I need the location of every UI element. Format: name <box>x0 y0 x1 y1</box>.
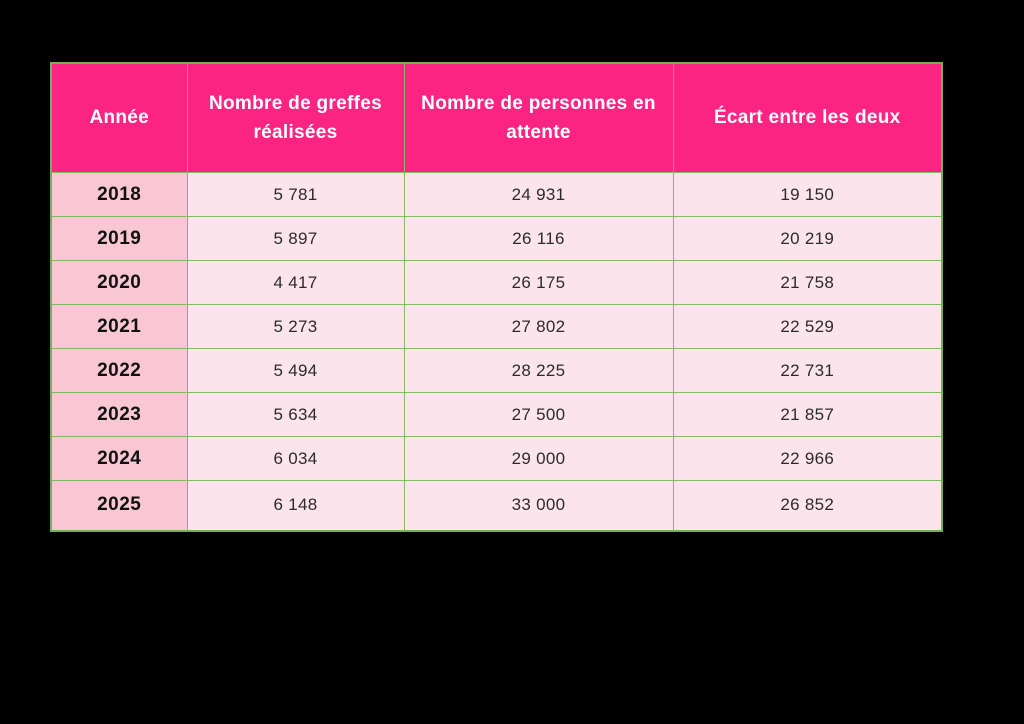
year-cell: 2021 <box>50 304 188 349</box>
year-cell: 2020 <box>50 260 188 305</box>
year-cell: 2018 <box>50 172 188 217</box>
greffes-value-cell: 5 897 <box>186 216 405 261</box>
column-header-personnes-attente: Nombre de personnes en attente <box>403 62 674 173</box>
attente-value-cell: 26 116 <box>403 216 674 261</box>
attente-value-cell: 26 175 <box>403 260 674 305</box>
table-row: 2025 6 148 33 000 26 852 <box>50 480 943 531</box>
attente-value-cell: 27 802 <box>403 304 674 349</box>
ecart-value-cell: 21 758 <box>672 260 943 305</box>
table-row: 2021 5 273 27 802 22 529 <box>50 304 943 349</box>
ecart-value-cell: 19 150 <box>672 172 943 217</box>
column-header-ecart: Écart entre les deux <box>672 62 943 173</box>
table-row: 2022 5 494 28 225 22 731 <box>50 348 943 393</box>
attente-value-cell: 27 500 <box>403 392 674 437</box>
header-row: Année Nombre de greffes réalisées Nombre… <box>50 62 943 173</box>
greffes-value-cell: 6 034 <box>186 436 405 481</box>
table-row: 2019 5 897 26 116 20 219 <box>50 216 943 261</box>
attente-value-cell: 24 931 <box>403 172 674 217</box>
attente-value-cell: 33 000 <box>403 480 674 531</box>
table-row: 2020 4 417 26 175 21 758 <box>50 260 943 305</box>
year-cell: 2025 <box>50 480 188 531</box>
year-cell: 2024 <box>50 436 188 481</box>
ecart-value-cell: 26 852 <box>672 480 943 531</box>
greffes-value-cell: 5 494 <box>186 348 405 393</box>
greffes-value-cell: 4 417 <box>186 260 405 305</box>
attente-value-cell: 28 225 <box>403 348 674 393</box>
table-row: 2018 5 781 24 931 19 150 <box>50 172 943 217</box>
transplant-data-table: Année Nombre de greffes réalisées Nombre… <box>50 62 943 532</box>
ecart-value-cell: 22 529 <box>672 304 943 349</box>
greffes-value-cell: 5 634 <box>186 392 405 437</box>
column-header-greffes-realisees: Nombre de greffes réalisées <box>186 62 405 173</box>
ecart-value-cell: 20 219 <box>672 216 943 261</box>
year-cell: 2019 <box>50 216 188 261</box>
year-cell: 2022 <box>50 348 188 393</box>
ecart-value-cell: 22 731 <box>672 348 943 393</box>
table-row: 2024 6 034 29 000 22 966 <box>50 436 943 481</box>
table-row: 2023 5 634 27 500 21 857 <box>50 392 943 437</box>
ecart-value-cell: 21 857 <box>672 392 943 437</box>
greffes-value-cell: 5 781 <box>186 172 405 217</box>
ecart-value-cell: 22 966 <box>672 436 943 481</box>
attente-value-cell: 29 000 <box>403 436 674 481</box>
greffes-value-cell: 6 148 <box>186 480 405 531</box>
transplant-table-container: Année Nombre de greffes réalisées Nombre… <box>50 62 943 532</box>
column-header-annee: Année <box>50 62 188 173</box>
year-cell: 2023 <box>50 392 188 437</box>
greffes-value-cell: 5 273 <box>186 304 405 349</box>
